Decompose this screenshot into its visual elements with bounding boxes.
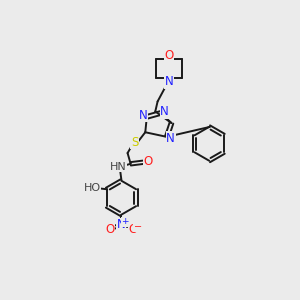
- Text: O: O: [164, 49, 174, 62]
- Text: HO: HO: [83, 183, 101, 193]
- Text: HN: HN: [110, 162, 127, 172]
- Text: +: +: [122, 217, 129, 226]
- Text: S: S: [131, 136, 138, 149]
- Text: N: N: [139, 109, 147, 122]
- Text: N: N: [160, 105, 169, 118]
- Text: O: O: [128, 223, 138, 236]
- Text: O: O: [105, 223, 115, 236]
- Text: N: N: [165, 75, 173, 88]
- Text: −: −: [134, 222, 142, 232]
- Text: N: N: [117, 218, 126, 231]
- Text: O: O: [144, 155, 153, 168]
- Text: N: N: [166, 132, 175, 145]
